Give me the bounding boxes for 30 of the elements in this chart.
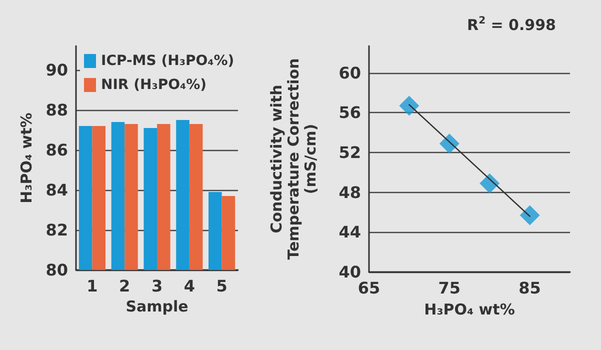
y-tick-label: 84 — [46, 180, 68, 200]
y-tick-label: 40 — [338, 262, 361, 282]
legend-label: ICP-MS (H₃PO₄%) — [101, 53, 234, 69]
legend-label: NIR (H₃PO₄%) — [101, 77, 207, 93]
y-tick-label: 60 — [338, 63, 361, 82]
x-tick-label: 2 — [119, 276, 130, 296]
x-axis-title: Sample — [126, 297, 188, 316]
x-tick-label: 4 — [184, 276, 195, 296]
y-axis-title: H₃PO₄ wt% — [17, 112, 36, 204]
y-tick-label: 90 — [46, 60, 68, 80]
x-tick-label: 3 — [151, 276, 163, 296]
y-tick-label: 88 — [46, 100, 68, 120]
x-tick-label: 1 — [86, 276, 98, 296]
y-tick-label: 86 — [46, 140, 68, 160]
y-tick-label: 48 — [338, 182, 361, 202]
x-tick-label: 5 — [216, 276, 228, 296]
point — [399, 96, 420, 116]
point — [520, 205, 540, 226]
y-tick-label: 44 — [338, 222, 361, 242]
y-tick-label: 52 — [338, 143, 361, 162]
y-tick-label: 82 — [46, 220, 68, 240]
y-axis-title: Conductivity with Temperature Correction (mS/cm) — [268, 58, 320, 260]
x-tick-label: 75 — [438, 278, 461, 298]
y-tick-label: 80 — [46, 260, 68, 280]
point — [439, 134, 460, 154]
x-tick-label: 65 — [358, 278, 380, 298]
y-tick-label: 56 — [338, 103, 361, 122]
point — [480, 173, 500, 194]
x-tick-label: 85 — [518, 278, 541, 298]
x-axis-title: H₃PO₄ wt% — [424, 300, 515, 318]
